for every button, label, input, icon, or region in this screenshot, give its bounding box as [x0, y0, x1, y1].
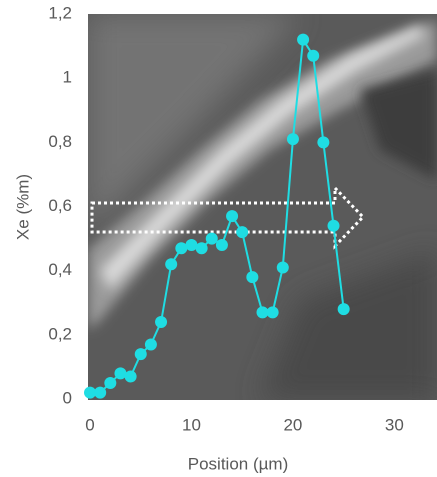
data-point: [327, 219, 340, 232]
data-point: [144, 338, 157, 351]
x-tick-label: 10: [182, 415, 201, 434]
data-point: [236, 226, 249, 239]
y-tick-label: 1,2: [48, 3, 72, 22]
data-point: [155, 316, 168, 328]
data-point: [246, 271, 259, 284]
data-point: [215, 239, 228, 251]
data-point: [84, 386, 97, 399]
data-point: [286, 133, 299, 146]
data-point: [134, 348, 147, 361]
x-tick-label: 0: [85, 415, 94, 434]
data-point: [266, 306, 279, 319]
data-point: [104, 376, 117, 389]
x-axis-label: Position (µm): [188, 454, 288, 473]
arrow-outline: [90, 184, 366, 250]
y-tick-label: 1: [63, 68, 72, 87]
data-point: [124, 370, 137, 383]
y-axis-label: Xe (%m): [13, 174, 32, 240]
data-point: [94, 386, 107, 399]
y-tick-label: 0,2: [48, 324, 72, 343]
data-point: [185, 239, 198, 251]
data-point: [276, 261, 289, 274]
x-tick-label: 30: [385, 415, 404, 434]
data-point: [114, 367, 127, 380]
data-point: [165, 258, 178, 271]
data-point: [317, 136, 330, 149]
y-tick-label: 0,8: [48, 132, 72, 151]
y-tick-label: 0: [63, 388, 72, 407]
x-tick-label: 20: [283, 415, 302, 434]
data-point: [337, 303, 350, 316]
sem-image: [88, 14, 437, 400]
y-tick-label: 0,4: [48, 260, 72, 279]
y-tick-label: 0,6: [48, 196, 72, 215]
data-point: [205, 232, 218, 245]
data-point: [297, 33, 310, 46]
data-point: [307, 49, 320, 62]
data-point: [226, 210, 239, 223]
data-point: [175, 242, 188, 255]
data-point: [256, 306, 269, 319]
data-point: [195, 242, 208, 255]
